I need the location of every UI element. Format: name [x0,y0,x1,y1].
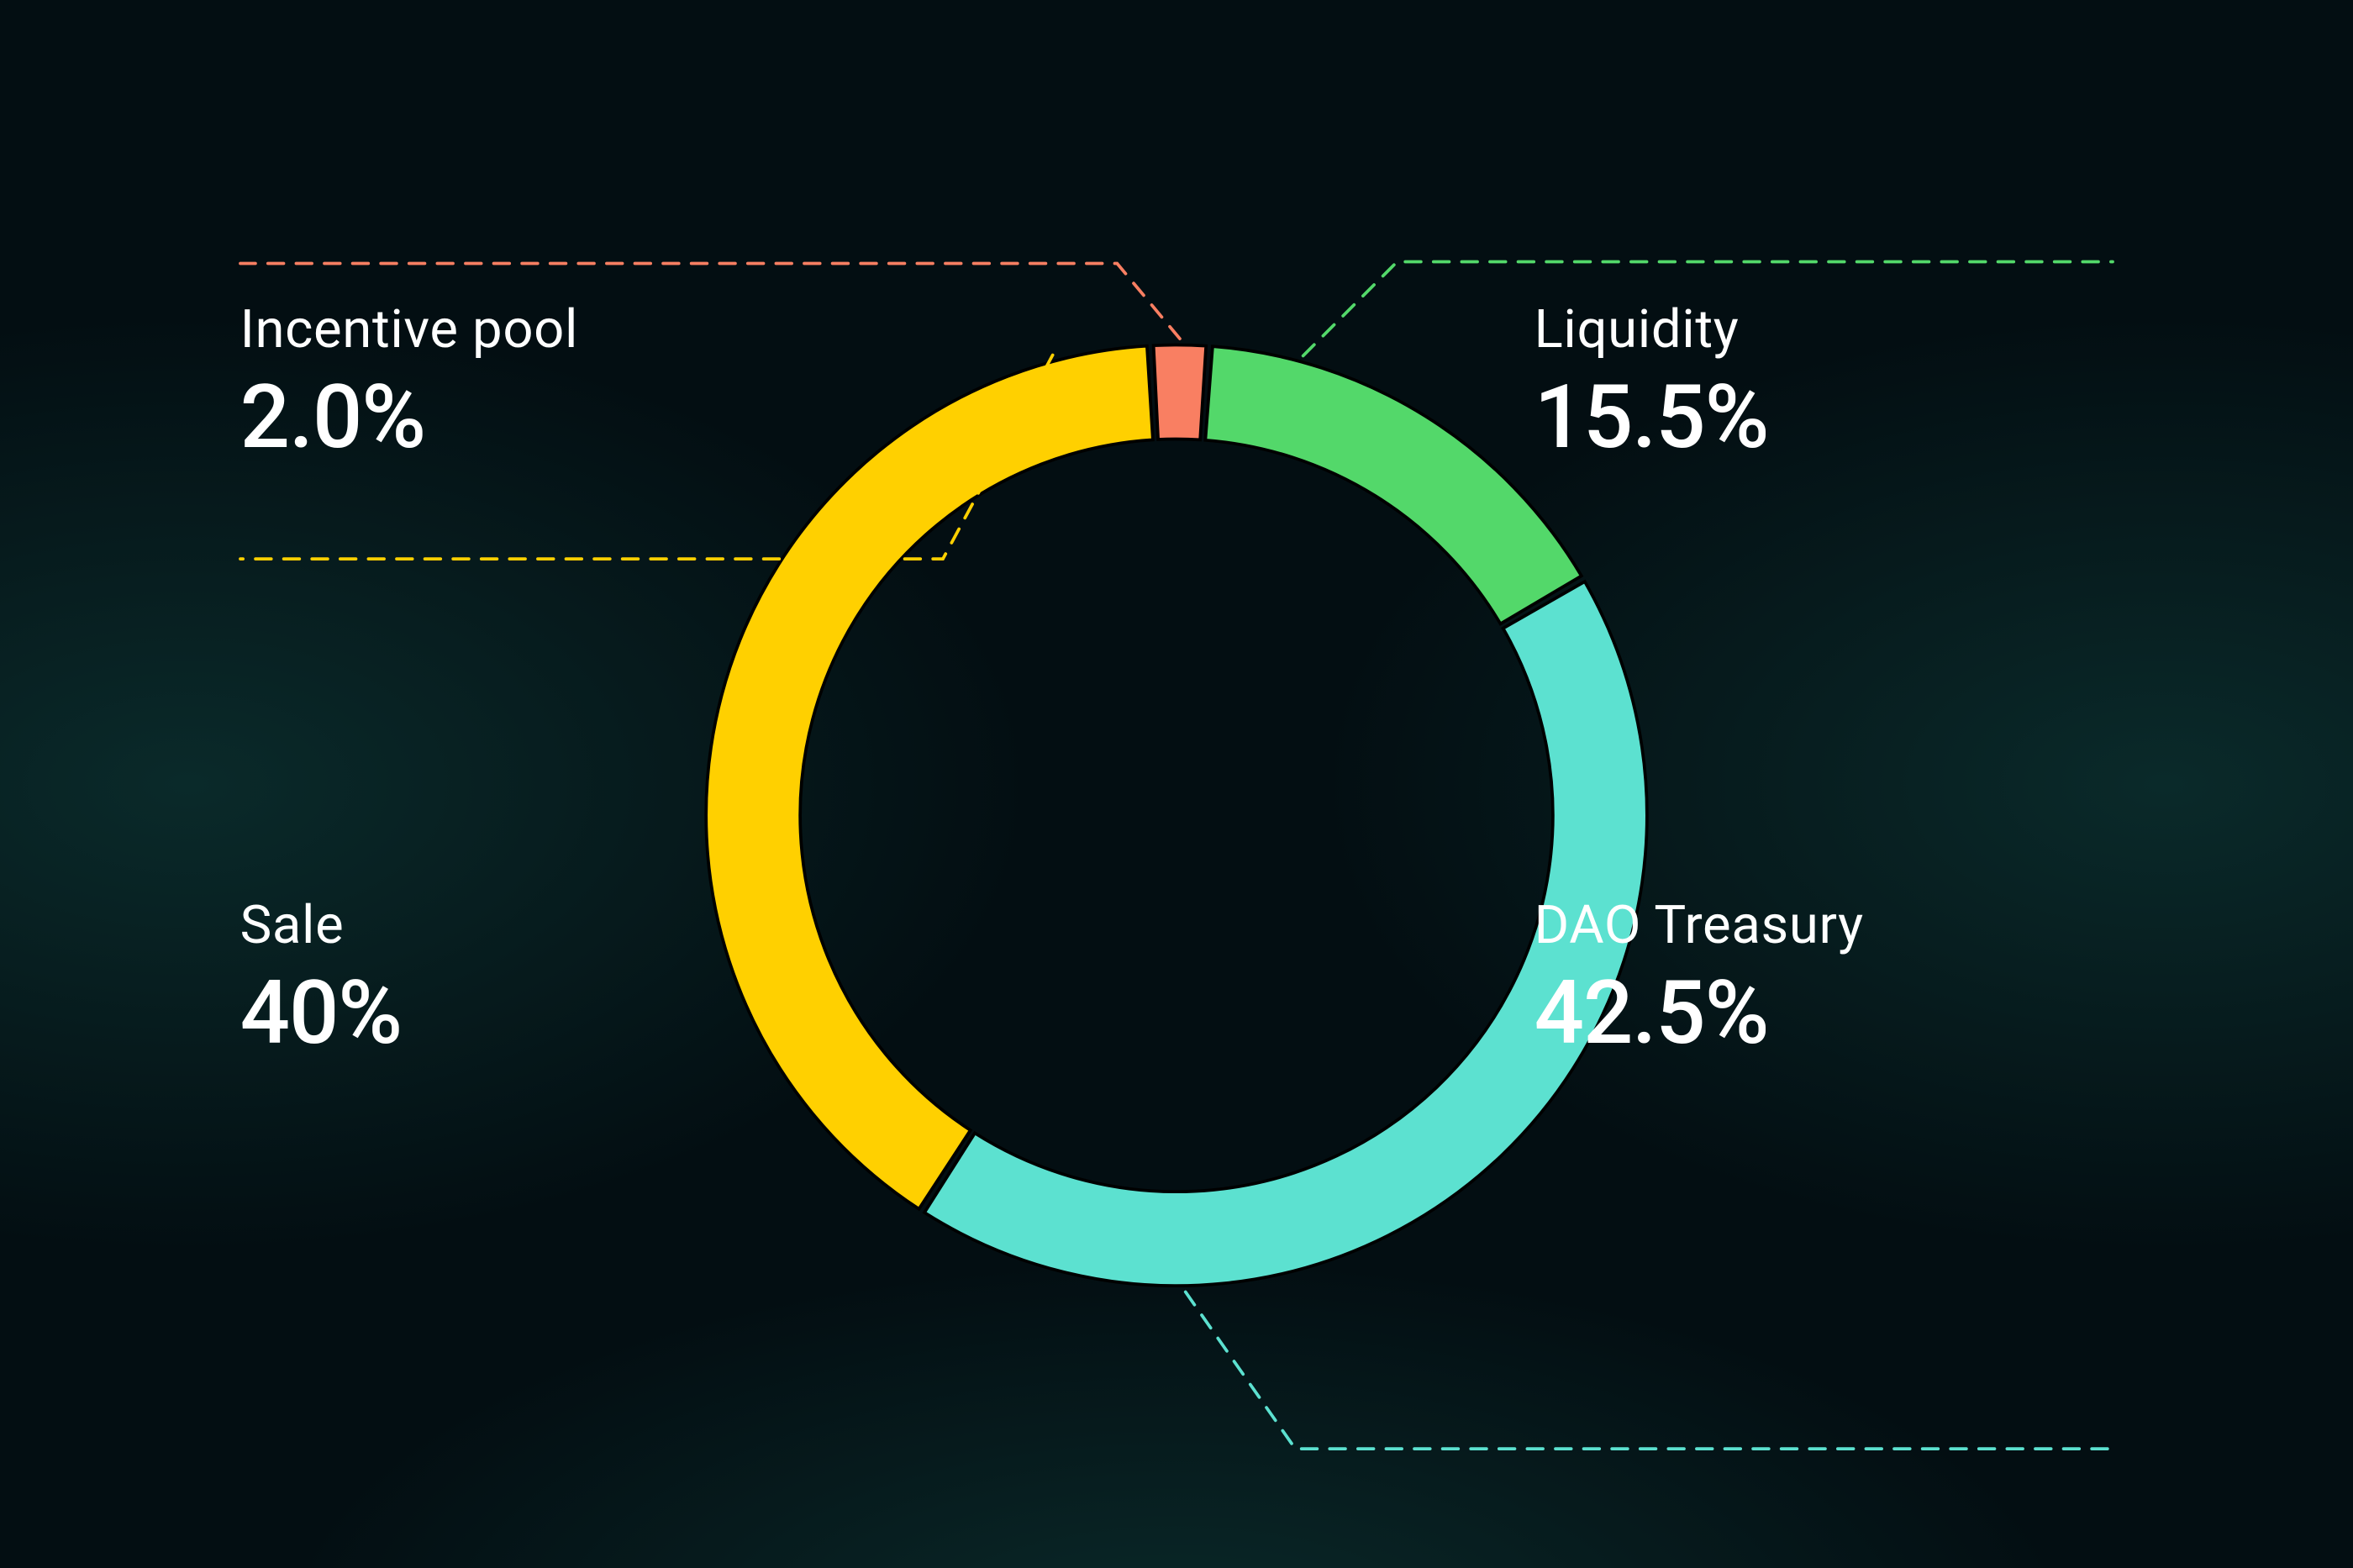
label-incentive-pool-name: Incentive pool [240,298,578,360]
label-incentive-pool-value: 2.0% [240,366,578,469]
label-liquidity-name: Liquidity [1534,298,1769,360]
label-incentive-pool: Incentive pool2.0% [240,298,578,469]
donut-chart-svg [0,0,2353,1568]
leader-dao-treasury [1186,1292,2113,1449]
label-sale-name: Sale [240,894,403,956]
segment-sale [706,346,1153,1209]
label-liquidity: Liquidity15.5% [1534,298,1769,469]
label-dao-treasury-value: 42.5% [1534,961,1864,1065]
label-sale: Sale40% [240,894,403,1065]
segment-incentive-pool [1154,345,1206,440]
label-sale-value: 40% [240,961,403,1065]
label-liquidity-value: 15.5% [1534,366,1769,469]
donut-chart-stage: Sale40% Incentive pool2.0% Liquidity15.5% D… [0,0,2353,1568]
label-dao-treasury-name: DAO Treasury [1534,894,1864,956]
label-dao-treasury: DAO Treasury42.5% [1534,894,1864,1065]
segment-liquidity [1205,346,1581,624]
